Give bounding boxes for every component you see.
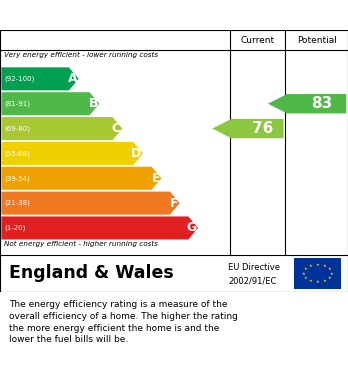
Text: 76: 76 — [252, 121, 274, 136]
FancyBboxPatch shape — [0, 255, 348, 292]
Text: A: A — [68, 72, 77, 85]
Text: ★: ★ — [323, 264, 326, 268]
Text: ★: ★ — [328, 267, 332, 271]
Text: Potential: Potential — [297, 36, 337, 45]
Text: C: C — [112, 122, 121, 135]
Polygon shape — [1, 167, 161, 190]
Text: The energy efficiency rating is a measure of the
overall efficiency of a home. T: The energy efficiency rating is a measur… — [9, 300, 238, 344]
Text: B: B — [88, 97, 98, 110]
Text: (39-54): (39-54) — [4, 175, 30, 181]
FancyBboxPatch shape — [0, 30, 348, 255]
Polygon shape — [1, 92, 99, 115]
Polygon shape — [1, 217, 198, 239]
Polygon shape — [212, 119, 284, 138]
Text: (81-91): (81-91) — [4, 100, 30, 107]
Text: Very energy efficient - lower running costs: Very energy efficient - lower running co… — [4, 52, 158, 58]
Text: (92-100): (92-100) — [4, 75, 34, 82]
Text: D: D — [131, 147, 142, 160]
Text: EU Directive: EU Directive — [228, 263, 280, 272]
Text: G: G — [187, 221, 197, 235]
Polygon shape — [1, 117, 122, 140]
Polygon shape — [1, 192, 180, 215]
Text: (55-68): (55-68) — [4, 150, 30, 157]
Text: England & Wales: England & Wales — [9, 264, 173, 283]
FancyBboxPatch shape — [294, 258, 341, 289]
Text: 2002/91/EC: 2002/91/EC — [228, 276, 276, 285]
Text: ★: ★ — [328, 276, 332, 280]
Text: ★: ★ — [303, 267, 307, 271]
Text: (69-80): (69-80) — [4, 126, 30, 132]
Text: ★: ★ — [309, 264, 313, 268]
Text: ★: ★ — [303, 276, 307, 280]
Text: ★: ★ — [309, 279, 313, 283]
Polygon shape — [1, 67, 79, 90]
Text: Not energy efficient - higher running costs: Not energy efficient - higher running co… — [4, 241, 158, 248]
Text: Energy Efficiency Rating: Energy Efficiency Rating — [9, 8, 211, 23]
Text: F: F — [170, 197, 178, 210]
Text: 83: 83 — [311, 96, 333, 111]
Text: Current: Current — [240, 36, 275, 45]
Polygon shape — [1, 142, 143, 165]
Text: ★: ★ — [302, 271, 305, 276]
Text: (21-38): (21-38) — [4, 200, 30, 206]
Text: ★: ★ — [330, 271, 333, 276]
Text: ★: ★ — [323, 279, 326, 283]
Text: ★: ★ — [316, 280, 319, 284]
Polygon shape — [268, 94, 346, 113]
Text: (1-20): (1-20) — [4, 225, 25, 231]
Text: ★: ★ — [316, 263, 319, 267]
Text: E: E — [151, 172, 160, 185]
